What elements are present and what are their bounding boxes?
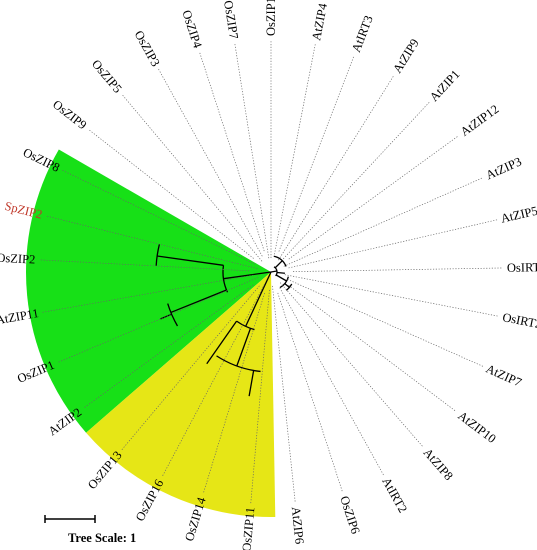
tree-branch xyxy=(273,255,287,267)
leaf-label: AtZIP6 xyxy=(289,506,307,545)
leader-line xyxy=(278,55,355,252)
leaf-label: OsZIP8 xyxy=(21,145,62,175)
leaf-label: AtZIP3 xyxy=(484,154,524,182)
leader-line xyxy=(272,285,296,503)
leaf-label: AtZIP9 xyxy=(390,36,422,75)
tree-branch xyxy=(223,271,272,280)
tree-branch xyxy=(206,320,238,365)
tree-branch xyxy=(236,328,252,367)
tree-branch xyxy=(157,255,224,266)
tree-branch xyxy=(285,283,293,291)
tree-branch xyxy=(279,276,290,289)
leader-line xyxy=(292,267,503,272)
leaf-label: OsIRT1 xyxy=(507,260,537,275)
leader-line xyxy=(283,102,430,260)
leader-line xyxy=(288,284,457,412)
tree-branch xyxy=(284,283,290,288)
tree-branch xyxy=(276,271,286,274)
leaf-label: OsZIP10 xyxy=(264,0,278,36)
leaf-label: OsZIP1 xyxy=(15,358,56,386)
leaf-label: AtZIP1 xyxy=(427,67,463,104)
leader-line xyxy=(278,75,395,261)
clade-sector-1 xyxy=(25,149,271,433)
leader-line xyxy=(283,177,484,267)
leaf-leader-lines xyxy=(39,40,503,504)
leaf-label: AtIRT2 xyxy=(379,475,410,515)
leaf-label: OsZIP11 xyxy=(240,506,258,550)
tree-branch xyxy=(170,289,227,314)
leader-line xyxy=(279,282,424,448)
leaf-label: OsZIP16 xyxy=(133,477,167,523)
leader-line xyxy=(279,287,384,476)
leader-line xyxy=(234,42,270,259)
leaf-label: OsZIP14 xyxy=(182,495,209,543)
tree-scale-bar: Tree Scale: 1 xyxy=(44,515,136,545)
leaf-label: AtZIP10 xyxy=(455,408,498,446)
leader-line xyxy=(288,219,498,269)
leader-line xyxy=(158,68,263,257)
leader-line xyxy=(250,289,270,504)
tree-branch xyxy=(167,303,179,327)
clade-highlights xyxy=(25,149,276,517)
leaf-label: AtZIP7 xyxy=(484,362,524,390)
tree-branch xyxy=(245,271,272,327)
tree-branch xyxy=(248,370,255,397)
leaf-label: AtZIP5 xyxy=(499,204,537,226)
leaf-label: OsZIP13 xyxy=(85,448,125,492)
leaf-label: AtZIP12 xyxy=(458,102,502,139)
leader-line xyxy=(198,51,265,252)
leader-line xyxy=(287,279,484,367)
leaf-label: OsZIP7 xyxy=(221,0,241,40)
leaf-label: OsZIP9 xyxy=(50,97,89,132)
leader-line xyxy=(42,274,254,313)
leader-line xyxy=(277,292,344,493)
tree-branch xyxy=(275,274,287,282)
leader-line xyxy=(284,274,499,317)
leader-line xyxy=(121,285,260,450)
leaf-label: OsIRT2 xyxy=(501,310,537,331)
scale-bar-label: Tree Scale: 1 xyxy=(68,531,136,545)
leaf-label: OsZIP3 xyxy=(132,28,163,69)
leaf-label: OsZIP2 xyxy=(0,251,36,267)
leaf-label: AtZIP4 xyxy=(309,1,330,41)
tree-branch xyxy=(270,270,278,273)
tree-branch xyxy=(222,265,229,293)
leader-line xyxy=(62,169,255,265)
leaf-label: OsZIP4 xyxy=(179,8,205,50)
leaf-label: AtZIP8 xyxy=(421,446,456,483)
leaf-label: OsZIP5 xyxy=(89,57,125,96)
leaf-label: OsZIP6 xyxy=(337,494,362,535)
tree-branch xyxy=(274,260,283,269)
leader-line xyxy=(274,44,316,255)
tree-branch xyxy=(216,355,261,373)
leaf-label: AtIRT3 xyxy=(349,14,376,55)
leader-line xyxy=(288,135,459,260)
